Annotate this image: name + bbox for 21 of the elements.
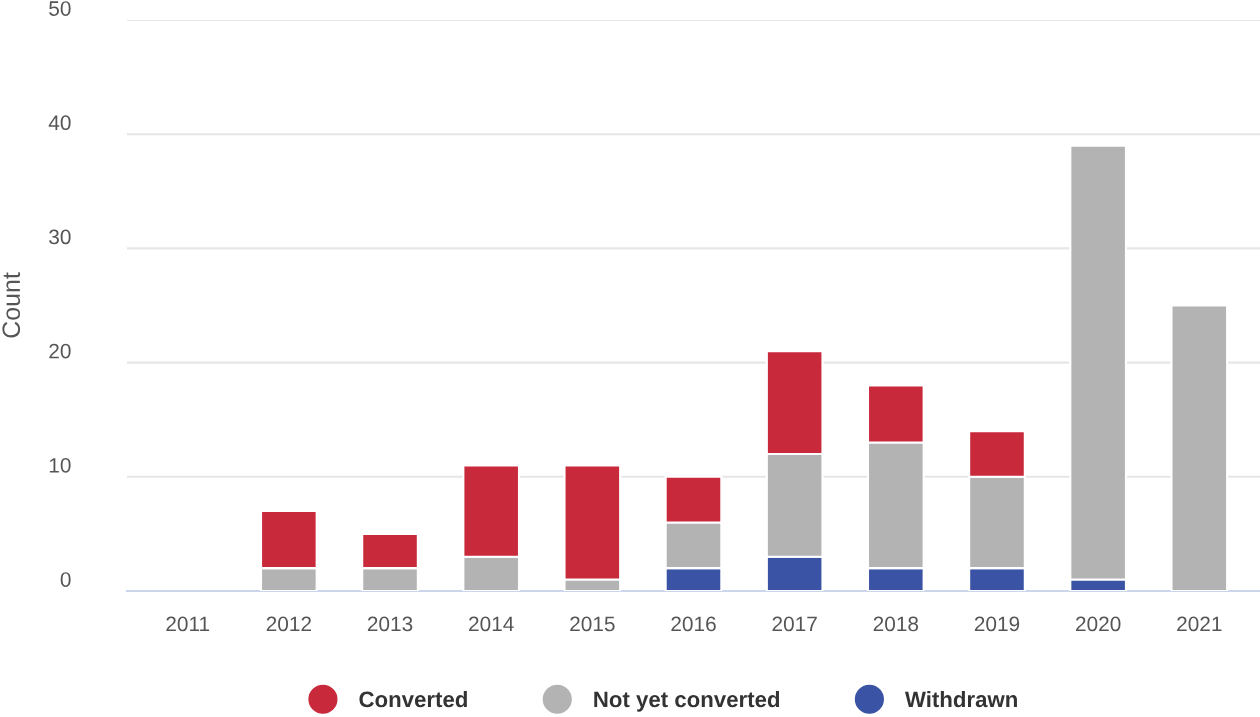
x-tick-label: 2011 <box>166 616 210 632</box>
x-tick-label: 2015 <box>570 616 615 632</box>
legend-label: Withdrawn <box>904 690 1017 708</box>
y-tick-label: 50 <box>49 1 71 16</box>
x-tick-label: 2014 <box>469 616 514 632</box>
x-tick-label: 2013 <box>367 616 413 632</box>
legend-label: Converted <box>359 690 467 708</box>
y-tick-label: 20 <box>49 343 71 359</box>
x-tick-label: 2021 <box>1177 616 1222 632</box>
x-tick-label: 2016 <box>671 616 716 632</box>
y-tick-label: 30 <box>49 229 71 245</box>
y-tick-label: 10 <box>49 457 71 473</box>
x-tick-label: 2019 <box>974 616 1020 632</box>
legend-label: Not yet converted <box>594 690 780 712</box>
y-axis-title: Count <box>2 272 21 338</box>
x-tick-label: 2017 <box>772 616 817 632</box>
x-tick-label: 2018 <box>873 616 919 632</box>
y-tick-label: 0 <box>60 572 71 587</box>
x-tick-label: 2012 <box>266 616 311 632</box>
y-tick-label: 40 <box>48 115 71 131</box>
x-tick-label: 2020 <box>1076 616 1121 632</box>
